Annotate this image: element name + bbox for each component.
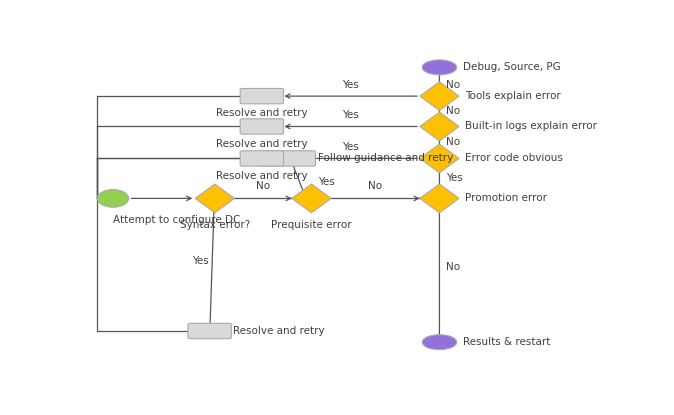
Text: No: No xyxy=(446,137,460,147)
Text: Prequisite error: Prequisite error xyxy=(271,220,352,230)
Polygon shape xyxy=(420,184,459,213)
Ellipse shape xyxy=(422,60,457,75)
Ellipse shape xyxy=(97,190,129,207)
FancyBboxPatch shape xyxy=(240,119,284,134)
Text: Tools explain error: Tools explain error xyxy=(465,91,561,101)
Text: Yes: Yes xyxy=(192,256,208,266)
Text: Debug, Source, PG: Debug, Source, PG xyxy=(463,62,561,72)
Text: Built-in logs explain error: Built-in logs explain error xyxy=(465,122,597,132)
Text: Error code obvious: Error code obvious xyxy=(465,154,563,164)
FancyBboxPatch shape xyxy=(188,323,231,339)
Text: No: No xyxy=(446,80,460,90)
Text: Yes: Yes xyxy=(446,173,462,183)
Polygon shape xyxy=(195,184,235,213)
Polygon shape xyxy=(420,82,459,110)
FancyBboxPatch shape xyxy=(240,88,284,104)
Text: Yes: Yes xyxy=(342,110,359,120)
Text: No: No xyxy=(256,181,270,191)
Text: Resolve and retry: Resolve and retry xyxy=(233,326,325,336)
Polygon shape xyxy=(420,144,459,173)
Text: Yes: Yes xyxy=(317,178,334,188)
FancyBboxPatch shape xyxy=(260,151,315,166)
Ellipse shape xyxy=(422,335,457,350)
Polygon shape xyxy=(292,184,331,213)
Text: Syntax error?: Syntax error? xyxy=(180,220,250,230)
Text: No: No xyxy=(446,106,460,116)
Text: Results & restart: Results & restart xyxy=(463,337,551,347)
Text: Resolve and retry: Resolve and retry xyxy=(216,139,307,149)
FancyBboxPatch shape xyxy=(240,151,284,166)
Text: Resolve and retry: Resolve and retry xyxy=(216,171,307,181)
Text: Follow guidance and retry: Follow guidance and retry xyxy=(317,154,453,164)
Text: No: No xyxy=(369,181,383,191)
Text: Yes: Yes xyxy=(342,142,359,152)
Text: Promotion error: Promotion error xyxy=(465,193,547,203)
Text: Attempt to configure DC: Attempt to configure DC xyxy=(113,215,241,225)
Polygon shape xyxy=(420,112,459,141)
Text: Resolve and retry: Resolve and retry xyxy=(216,108,307,118)
Text: No: No xyxy=(446,262,460,272)
Text: Yes: Yes xyxy=(342,80,359,90)
